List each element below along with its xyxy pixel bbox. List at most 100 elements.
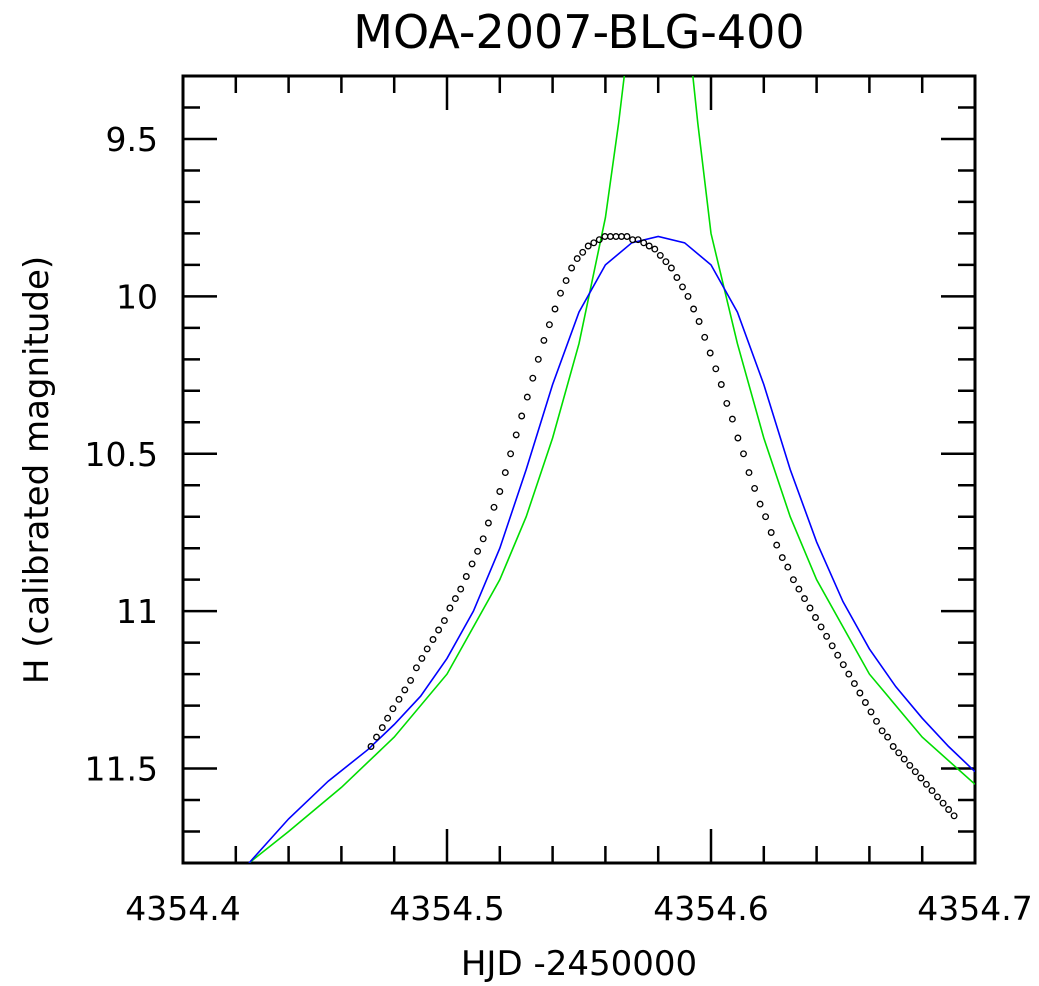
data-point	[378, 724, 386, 732]
y-tick-label: 10	[116, 277, 158, 316]
data-point	[595, 236, 603, 244]
data-point	[823, 632, 831, 640]
data-point	[579, 248, 587, 256]
data-point	[773, 541, 781, 549]
data-point	[839, 661, 847, 669]
data-point	[934, 793, 941, 801]
data-point	[806, 604, 814, 612]
data-point	[906, 761, 914, 769]
data-point	[395, 695, 403, 703]
data-point	[612, 233, 620, 240]
data-point	[562, 277, 570, 285]
data-point	[873, 717, 880, 725]
data-point	[401, 686, 409, 694]
data-point	[457, 585, 465, 593]
data-point	[745, 469, 753, 477]
data-point	[928, 787, 936, 795]
chart-title: MOA-2007-BLG-400	[353, 5, 804, 59]
data-point	[845, 670, 853, 678]
data-point	[534, 355, 542, 363]
data-point	[778, 554, 786, 562]
data-point	[867, 708, 875, 716]
data-point	[762, 513, 770, 521]
data-point	[518, 412, 526, 420]
data-point	[939, 799, 947, 807]
data-point	[640, 239, 648, 247]
series-group	[248, 76, 975, 863]
data-point	[878, 727, 886, 735]
data-point	[529, 374, 537, 382]
data-point	[446, 604, 454, 612]
data-point	[651, 245, 659, 253]
data-point	[634, 236, 642, 244]
data-point	[861, 699, 869, 706]
data-point	[568, 264, 576, 272]
data-point	[496, 488, 504, 495]
x-tick-label: 4354.4	[125, 889, 240, 928]
data-point	[917, 774, 925, 782]
data-point	[717, 381, 725, 388]
data-point	[418, 654, 426, 662]
data-point	[695, 318, 703, 325]
data-point	[429, 636, 437, 643]
data-point	[850, 680, 858, 688]
y-tick-label: 10.5	[85, 435, 158, 474]
data-point	[606, 233, 614, 240]
data-point	[490, 503, 498, 511]
data-point	[590, 239, 598, 247]
data-point	[767, 529, 775, 536]
data-point	[673, 274, 681, 281]
data-point	[551, 305, 559, 313]
data-point	[751, 484, 759, 492]
data-point	[856, 689, 864, 697]
data-point	[723, 399, 731, 407]
data-point	[662, 258, 670, 266]
y-tick-label: 11	[116, 592, 158, 631]
data-point	[601, 233, 609, 240]
data-point	[373, 733, 380, 741]
data-point	[484, 519, 492, 527]
data-point	[817, 623, 825, 631]
data-point	[900, 755, 908, 763]
data-point	[895, 749, 903, 757]
data-point	[423, 645, 431, 653]
data-point	[690, 305, 698, 313]
green-model-line	[248, 76, 975, 863]
data-point	[701, 333, 709, 341]
data-point	[407, 676, 415, 684]
data-point	[557, 289, 564, 297]
data-point	[945, 806, 953, 813]
data-point	[545, 321, 553, 329]
data-point	[645, 242, 653, 250]
data-point	[468, 560, 476, 568]
data-point	[795, 585, 803, 593]
data-point	[911, 768, 919, 776]
data-point	[834, 651, 842, 659]
data-point	[584, 242, 592, 250]
data-point	[479, 535, 487, 543]
x-tick-label: 4354.6	[653, 889, 768, 928]
data-point	[474, 547, 482, 555]
x-axis-label: HJD -2450000	[461, 944, 697, 984]
data-point	[684, 292, 692, 300]
data-point	[922, 780, 930, 788]
plot-frame	[181, 74, 977, 865]
y-tick-label: 9.5	[106, 120, 158, 159]
data-point	[679, 283, 686, 291]
data-point	[540, 336, 548, 344]
data-point	[784, 563, 792, 571]
data-point	[507, 450, 515, 458]
data-point	[412, 664, 420, 672]
data-point	[389, 705, 397, 713]
data-point	[656, 251, 664, 259]
x-tick-label: 4354.5	[389, 889, 504, 928]
data-point	[740, 450, 747, 458]
y-axis-label: H (calibrated magnitude)	[17, 256, 57, 684]
data-point	[573, 255, 581, 263]
data-point	[618, 233, 625, 240]
data-point	[667, 264, 675, 272]
data-point	[435, 626, 443, 634]
data-point	[812, 614, 819, 621]
data-point	[734, 434, 742, 442]
